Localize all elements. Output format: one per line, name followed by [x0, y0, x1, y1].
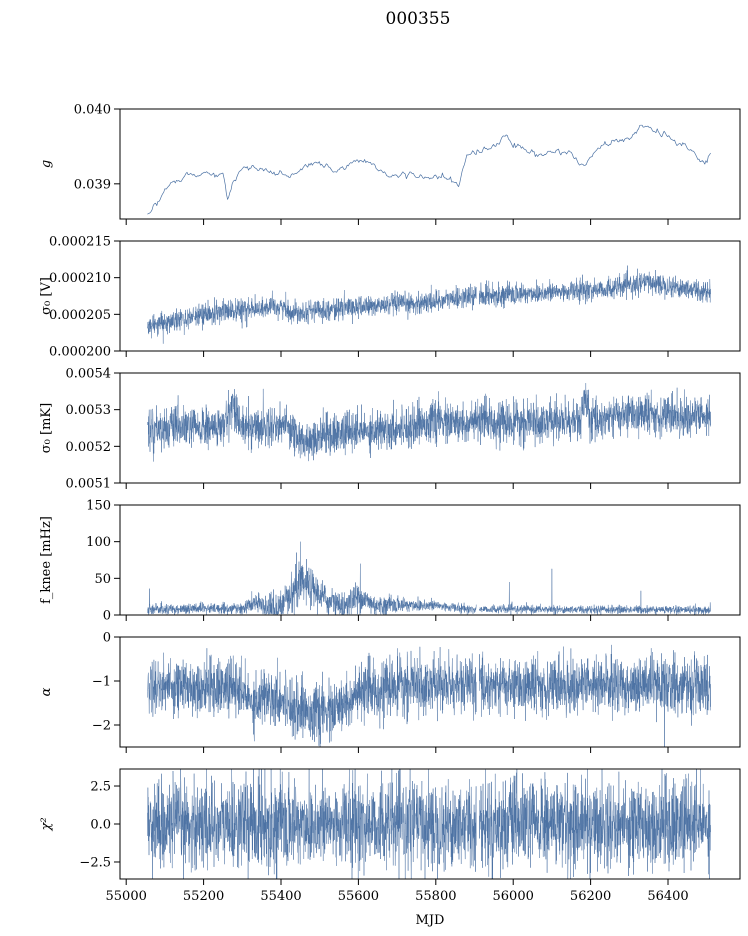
x-tick-label: 55000 [106, 889, 147, 904]
x-tick-label: 55600 [338, 889, 379, 904]
y-tick-label-sigma0_V: 0.000200 [49, 345, 111, 360]
panel-alpha: −2 −1 0 α [39, 631, 741, 753]
y-axis-label-sigma0_V: σ₀ [V] [39, 277, 54, 315]
panel-sigma0_mK: 0.0051 0.0052 0.0053 0.0054 σ₀ [mK] [39, 367, 741, 492]
x-axis-label: MJD [416, 913, 445, 928]
y-tick-label-fknee: 50 [94, 572, 111, 587]
y-tick-label-chi2: −2.5 [79, 855, 111, 870]
y-tick-label-sigma0_mK: 0.0053 [66, 403, 112, 418]
y-axis-label-chi2: χ² [39, 817, 54, 831]
y-tick-label-fknee: 150 [86, 499, 111, 514]
series-line-alpha [147, 644, 711, 748]
y-tick-label-sigma0_mK: 0.0054 [66, 367, 112, 382]
plot-frame-alpha [119, 636, 741, 748]
y-tick-label-fknee: 100 [86, 535, 111, 550]
y-axis-label-alpha: α [39, 687, 54, 696]
y-tick-label-sigma0_V: 0.000210 [49, 271, 111, 286]
series-line-sigma0_mK [147, 382, 711, 462]
y-tick-label-chi2: 0.0 [90, 818, 111, 833]
y-axis-label-g: g [39, 160, 54, 168]
plot-frame-g [119, 108, 741, 220]
panel-sigma0_V: 0.000200 0.000205 0.000210 0.000215 σ₀ [V] [39, 235, 741, 360]
figure-title: 000355 [386, 9, 451, 29]
y-axis-label-sigma0_mK: σ₀ [mK] [39, 403, 54, 453]
x-tick-label: 56000 [493, 889, 534, 904]
plot-frame-fknee [119, 504, 741, 616]
y-tick-label-g: 0.040 [74, 103, 111, 118]
y-tick-label-sigma0_mK: 0.0052 [66, 440, 112, 455]
plot-frame-sigma0_V [119, 240, 741, 352]
series-line-chi2 [147, 768, 711, 880]
x-tick-label: 55800 [415, 889, 456, 904]
series-line-fknee [147, 541, 711, 615]
panel-g: 0.039 0.040 g [39, 103, 741, 225]
y-tick-label-alpha: −2 [92, 719, 111, 734]
panel-chi2: −2.5 0.0 2.5 55000 55200 55400 55600 55800 56000… [39, 768, 741, 904]
x-tick-label: 56200 [570, 889, 611, 904]
panel-fknee: 0 50 100 150 f_knee [mHz] [39, 499, 741, 624]
y-tick-label-g: 0.039 [74, 177, 111, 192]
x-tick-label: 55400 [260, 889, 301, 904]
y-tick-label-sigma0_V: 0.000215 [49, 235, 111, 250]
y-tick-label-sigma0_V: 0.000205 [49, 308, 111, 323]
plot-frame-sigma0_mK [119, 372, 741, 484]
x-tick-label: 56400 [647, 889, 688, 904]
series-line-g [147, 124, 711, 215]
y-tick-label-sigma0_mK: 0.0051 [66, 477, 112, 492]
y-tick-label-chi2: 2.5 [90, 780, 111, 795]
y-axis-label-fknee: f_knee [mHz] [39, 516, 54, 604]
y-tick-label-alpha: 0 [103, 631, 111, 646]
y-tick-label-fknee: 0 [103, 609, 111, 624]
series-line-sigma0_V [147, 265, 711, 344]
x-tick-label: 55200 [183, 889, 224, 904]
y-tick-label-alpha: −1 [92, 675, 111, 690]
